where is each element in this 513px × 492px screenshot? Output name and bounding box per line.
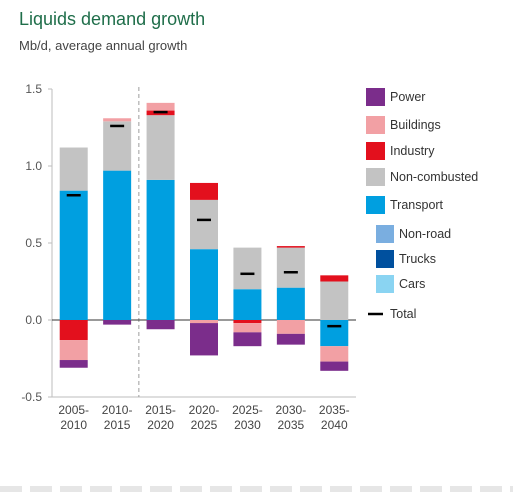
- bar-segment-power: [320, 361, 349, 371]
- y-tick-label: 1.0: [25, 159, 42, 173]
- bar-segment-transport: [146, 179, 175, 320]
- bar-segment-power: [276, 333, 305, 345]
- bar-segment-transport: [276, 287, 305, 320]
- legend-label-non-combusted: Non-combusted: [390, 170, 478, 184]
- bar-segment-industry: [190, 182, 218, 200]
- legend-label-industry: Industry: [390, 144, 435, 158]
- bar-segment-non-combusted: [59, 147, 88, 191]
- bar-segment-transport: [103, 170, 132, 320]
- legend-swatch-trucks: [376, 250, 394, 268]
- bar-segment-buildings: [59, 340, 88, 361]
- x-tick-label: 2020: [147, 418, 174, 432]
- bar-segment-non-combusted: [103, 121, 132, 171]
- x-tick-label: 2005-: [58, 403, 89, 417]
- bar-segment-transport: [233, 289, 262, 320]
- legend-swatch-power: [366, 88, 385, 106]
- legend-swatch-industry: [366, 142, 385, 160]
- legend-swatch-non-combusted: [366, 168, 385, 186]
- x-tick-label: 2015-: [145, 403, 176, 417]
- chart-title: Liquids demand growth: [19, 9, 206, 29]
- legend-label-trucks: Trucks: [399, 252, 436, 266]
- bar-segment-buildings: [276, 320, 305, 334]
- legend-swatch-cars: [376, 275, 394, 293]
- bar-segment-non-combusted: [320, 281, 349, 320]
- y-tick-label: 0.0: [25, 313, 42, 327]
- legend-label-buildings: Buildings: [390, 118, 441, 132]
- bar-segment-transport: [59, 190, 88, 320]
- x-tick-label: 2035-: [319, 403, 350, 417]
- x-tick-label: 2030-: [276, 403, 307, 417]
- legend-swatch-non-road: [376, 225, 394, 243]
- legend-label-power: Power: [390, 90, 425, 104]
- bar-segment-industry: [59, 320, 88, 341]
- legend-label-transport: Transport: [390, 198, 444, 212]
- bar-segment-power: [233, 332, 262, 347]
- x-tick-label: 2025: [191, 418, 218, 432]
- bar-segment-industry: [320, 275, 349, 282]
- legend-swatch-buildings: [366, 116, 385, 134]
- x-tick-label: 2030: [234, 418, 261, 432]
- bar-segment-industry: [276, 246, 305, 248]
- x-tick-label: 2010: [60, 418, 87, 432]
- y-tick-label: -0.5: [21, 390, 42, 404]
- footer-divider: [0, 486, 513, 492]
- bar-segment-power: [103, 320, 132, 325]
- bar-segment-transport: [190, 249, 218, 320]
- x-tick-label: 2040: [321, 418, 348, 432]
- bar-segment-transport: [320, 320, 349, 347]
- x-tick-label: 2015: [104, 418, 131, 432]
- bar-segment-industry: [233, 320, 262, 324]
- bar-segment-buildings: [103, 118, 132, 122]
- bar-segment-non-combusted: [190, 199, 218, 250]
- legend-swatch-transport: [366, 196, 385, 214]
- legend-label-total: Total: [390, 307, 416, 321]
- x-tick-label: 2020-: [189, 403, 220, 417]
- bar-segment-power: [146, 320, 175, 330]
- bar-segment-non-combusted: [276, 247, 305, 288]
- y-tick-label: 1.5: [25, 82, 42, 96]
- x-tick-label: 2010-: [102, 403, 133, 417]
- x-tick-label: 2025-: [232, 403, 263, 417]
- x-tick-label: 2035: [278, 418, 305, 432]
- bar-segment-power: [190, 323, 218, 356]
- bar-segment-buildings: [233, 323, 262, 333]
- chart-subtitle: Mb/d, average annual growth: [19, 38, 188, 53]
- bar-segment-power: [59, 360, 88, 368]
- bar-segment-buildings: [190, 320, 218, 324]
- legend-label-cars: Cars: [399, 277, 425, 291]
- bar-segment-non-combusted: [233, 247, 262, 290]
- bar-segment-buildings: [320, 346, 349, 362]
- bar-segment-non-combusted: [146, 115, 175, 180]
- legend-label-non-road: Non-road: [399, 227, 451, 241]
- y-tick-label: 0.5: [25, 236, 42, 250]
- bar-segment-buildings: [146, 102, 175, 111]
